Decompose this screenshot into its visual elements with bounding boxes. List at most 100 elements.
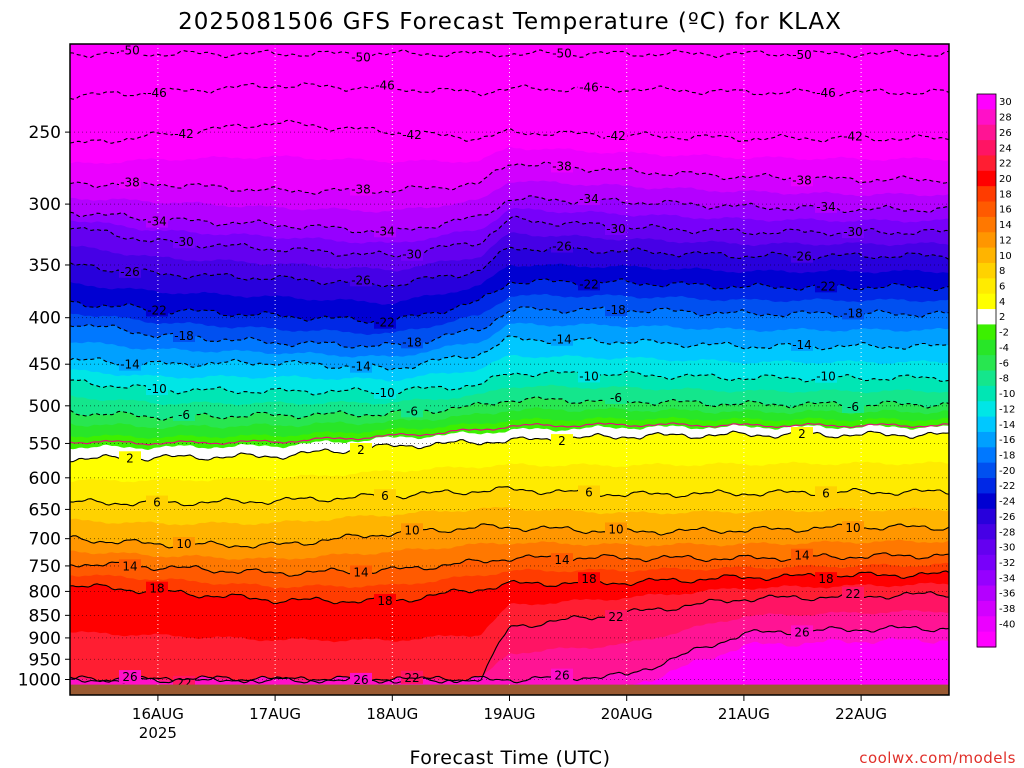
- colorbar-swatch: [977, 309, 996, 326]
- contour-label: -46: [374, 78, 396, 93]
- x-tick-label: 22AUG: [835, 705, 887, 723]
- contour-label: -34: [374, 224, 396, 238]
- contour-label: 26: [551, 668, 573, 683]
- contour-label: 10: [401, 523, 423, 537]
- colorbar-swatch: [977, 478, 996, 494]
- x-tick-label: 19AUG: [484, 705, 536, 723]
- colorbar-label: -30: [999, 543, 1015, 554]
- contour-label: -10: [578, 369, 600, 383]
- contour-label-text: 6: [153, 496, 161, 510]
- contour-label: 18: [374, 593, 396, 608]
- contour-label-text: -26: [792, 250, 812, 264]
- contour-label: -30: [842, 225, 864, 239]
- contour-label-text: -38: [792, 173, 812, 187]
- contour-label-text: -50: [120, 44, 140, 58]
- colorbar-label: -2: [999, 328, 1009, 339]
- contour-label-text: -42: [843, 130, 863, 144]
- contour-label: 18: [146, 581, 168, 596]
- contour-label: 10: [605, 522, 627, 536]
- contour-label-text: -22: [375, 316, 395, 330]
- contour-label-text: -34: [816, 200, 836, 214]
- contour-label: 6: [815, 486, 837, 500]
- contour-line: [70, 570, 949, 605]
- colorbar-label: -36: [999, 589, 1015, 600]
- contour-label: -42: [842, 129, 864, 144]
- contour-label: -18: [401, 335, 423, 349]
- contour-label-text: -14: [120, 358, 140, 372]
- colorbar-label: -12: [999, 404, 1015, 415]
- contour-label-text: -10: [579, 369, 599, 383]
- y-tick-label: 300: [29, 195, 61, 215]
- colorbar-swatch: [977, 585, 996, 602]
- colorbar-label: -40: [999, 619, 1015, 630]
- contour-label: -46: [578, 80, 600, 94]
- contour-label-text: -10: [147, 382, 167, 396]
- contour-label-text: -46: [375, 79, 395, 93]
- contour-label-text: -50: [552, 47, 572, 61]
- contour-label: -14: [551, 332, 573, 347]
- colorbar-swatch: [977, 170, 996, 187]
- contour-label: 2: [791, 427, 813, 441]
- credit-link[interactable]: coolwx.com/models: [859, 749, 1016, 767]
- colorbar-swatch: [977, 416, 996, 433]
- colorbar-label: 2: [999, 312, 1005, 323]
- contour-label: -6: [401, 404, 423, 418]
- colorbar-swatch: [977, 262, 996, 279]
- colorbar-swatch: [977, 493, 996, 510]
- contour-label: -38: [350, 182, 372, 196]
- contour-label-text: 26: [794, 625, 809, 639]
- contour-label-text: 18: [149, 582, 164, 596]
- contour-label-text: -22: [816, 279, 836, 293]
- contour-label-text: -50: [351, 50, 371, 64]
- colorbar-swatch: [977, 431, 996, 448]
- contour-label: -46: [815, 86, 837, 100]
- colorbar-label: 8: [999, 266, 1005, 277]
- contour-label-text: 6: [585, 486, 593, 500]
- contour-label: 18: [815, 572, 837, 586]
- contour-label: 10: [842, 521, 864, 535]
- contour-label: -10: [146, 382, 168, 396]
- colorbar-swatch: [977, 293, 996, 310]
- y-tick-label: 1000: [18, 671, 61, 691]
- contour-label-text: -26: [552, 240, 572, 254]
- x-tick-label: 17AUG: [249, 705, 301, 723]
- colorbar-label: 20: [999, 174, 1012, 185]
- colorbar-swatch: [977, 370, 996, 387]
- contour-label-text: -34: [147, 215, 167, 229]
- colorbar-swatch: [977, 462, 996, 479]
- contour-label-text: -34: [579, 192, 599, 206]
- contour-label: -14: [119, 357, 141, 372]
- contour-label-text: 22: [608, 610, 623, 624]
- contour-label-text: 26: [554, 669, 569, 683]
- colorbar-label: -4: [999, 343, 1009, 354]
- colorbar-swatch: [977, 554, 996, 571]
- contour-label-text: -30: [174, 235, 194, 249]
- y-tick-label: 250: [29, 123, 61, 143]
- freezing-line: [70, 422, 949, 446]
- contour-label-text: -18: [402, 335, 422, 349]
- contour-label-text: 18: [818, 572, 833, 586]
- contour-label: -22: [146, 303, 168, 317]
- colorbar-swatch: [977, 339, 996, 356]
- contour-label-text: 18: [377, 594, 392, 608]
- colorbar-label: -26: [999, 512, 1015, 523]
- colorbar-label: -24: [999, 497, 1015, 508]
- colorbar-label: -20: [999, 466, 1015, 477]
- contour-label: 14: [119, 559, 141, 573]
- colorbar-label: 28: [999, 113, 1012, 124]
- contour-label-text: 14: [794, 549, 809, 563]
- colorbar-label: -28: [999, 527, 1015, 538]
- y-tick-label: 550: [29, 434, 61, 454]
- contour-label-text: -14: [552, 333, 572, 347]
- contour-line: [70, 591, 949, 684]
- colorbar-swatch: [977, 570, 996, 587]
- ground-strip: [70, 684, 949, 695]
- colorbar-label: 18: [999, 189, 1012, 200]
- colorbar-swatch: [977, 355, 996, 372]
- contour-line: [70, 523, 949, 549]
- contour-label-text: -10: [375, 386, 395, 400]
- contour-label: -50: [350, 50, 372, 64]
- contour-label: -38: [791, 173, 813, 187]
- contour-label-text: 2: [357, 443, 365, 457]
- contour-label: -26: [551, 239, 573, 254]
